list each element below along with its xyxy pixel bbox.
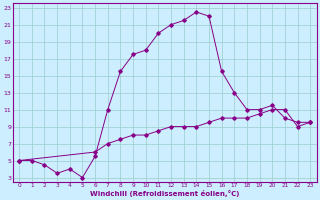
X-axis label: Windchill (Refroidissement éolien,°C): Windchill (Refroidissement éolien,°C) — [90, 190, 239, 197]
